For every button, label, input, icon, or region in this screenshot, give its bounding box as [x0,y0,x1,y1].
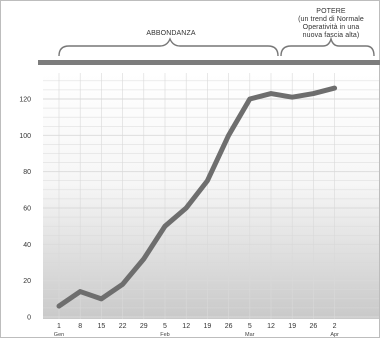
data-point [227,134,230,137]
brace-abbondanza [58,37,279,57]
x-tick-label: 26 [225,323,233,330]
x-tick-label: 29 [140,323,148,330]
x-tick-label: 15 [98,323,106,330]
month-label: Apr [330,332,339,338]
x-tick-label: 5 [163,323,167,330]
phase-label-abbondanza: ABBONDANZA [146,30,196,37]
data-point [142,257,145,261]
plot-background [43,73,379,319]
month-label: Gen [54,332,64,338]
x-tick-label: 22 [119,323,127,330]
data-point [312,92,315,95]
x-tick-label: 8 [78,323,82,330]
x-tick-label: 5 [248,323,252,330]
y-tick-label: 60 [23,206,31,213]
x-tick-label: 26 [310,323,318,330]
y-axis: 0 20 40 60 80 100 120 [19,97,31,322]
data-point [57,304,61,308]
data-point [185,206,188,210]
y-tick-label: 0 [27,315,31,322]
x-tick-label: 19 [288,323,296,330]
x-tick-label: 12 [182,323,190,330]
y-tick-label: 40 [23,242,31,249]
data-point [206,179,209,182]
phase-label-potere: POTERE (un trend di Normale Operatività … [298,8,364,39]
y-tick-label: 80 [23,169,31,176]
month-label: Feb [160,332,169,338]
x-tick-label: 1 [57,323,61,330]
phase-band [38,60,380,65]
x-tick-label: 19 [204,323,212,330]
data-point [163,224,167,228]
data-point [248,97,251,101]
x-tick-label: 12 [267,323,275,330]
series-line [56,85,338,309]
data-point [269,92,273,95]
y-tick-label: 100 [19,133,31,140]
phase-braces [58,36,375,57]
x-tick-label: 2 [333,323,337,330]
data-point [79,290,82,293]
y-tick-label: 20 [23,278,31,285]
data-point [100,297,103,301]
series [56,85,338,309]
data-point [121,283,124,286]
data-point [333,86,336,90]
data-point [291,95,294,99]
y-tick-label: 120 [19,97,31,104]
brace-potere [280,36,375,57]
grid [43,73,379,319]
month-label: Mar [245,332,255,338]
x-axis: 1 8 15 22 29 5 12 19 26 5 12 19 26 2 Gen Feb Mar Apr [54,323,339,338]
